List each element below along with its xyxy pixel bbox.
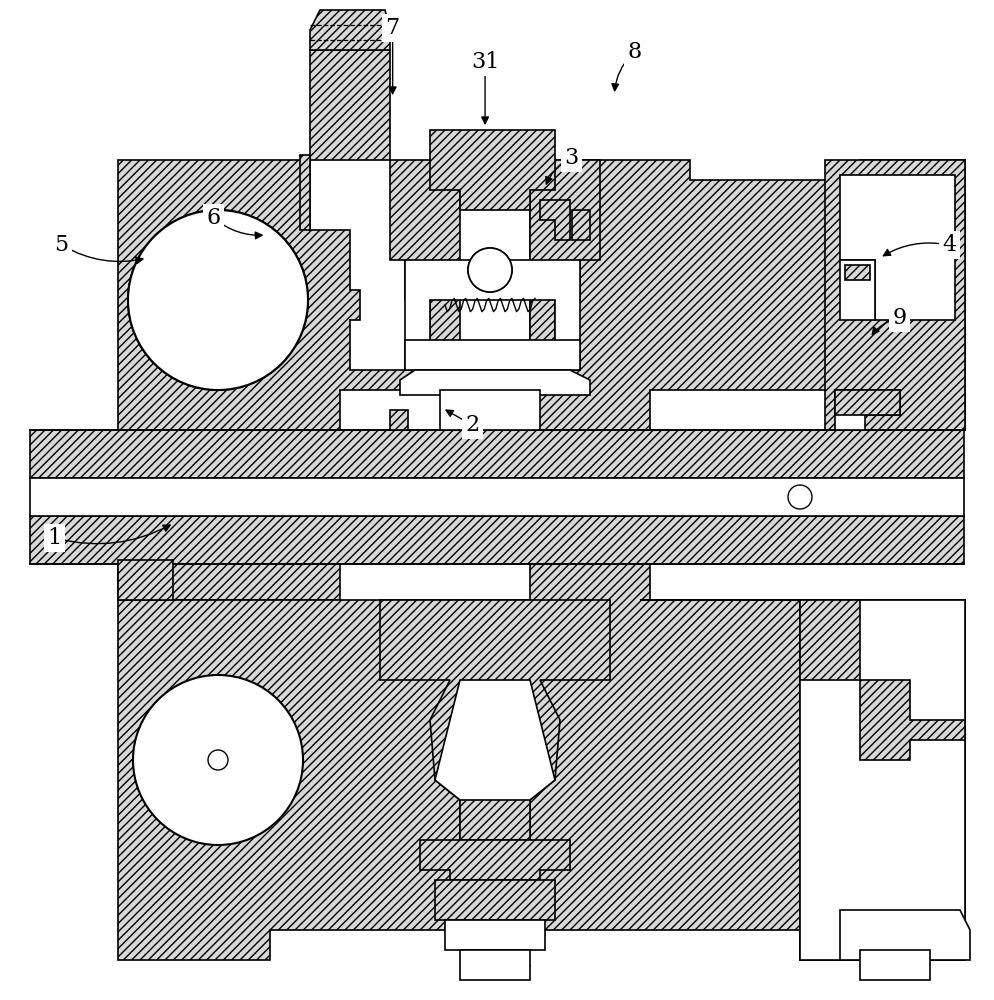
Circle shape [128,210,308,390]
Polygon shape [800,600,965,960]
Polygon shape [310,50,390,160]
Polygon shape [572,210,590,240]
Circle shape [133,675,303,845]
Polygon shape [825,160,965,430]
Text: 4: 4 [942,234,956,256]
Polygon shape [640,600,965,960]
Circle shape [788,485,812,509]
Polygon shape [405,260,580,370]
Polygon shape [840,175,955,320]
Text: 9: 9 [893,307,907,329]
Polygon shape [118,160,478,430]
Text: 6: 6 [207,207,221,229]
Bar [390,410,408,430]
Polygon shape [800,600,860,680]
Polygon shape [118,564,340,600]
Text: 1: 1 [48,527,62,549]
Polygon shape [430,130,555,210]
Text: 7: 7 [386,17,400,39]
Polygon shape [118,600,460,960]
Polygon shape [530,564,965,960]
Bar [835,390,900,415]
Text: 2: 2 [465,414,479,436]
Bar [118,560,173,600]
Polygon shape [310,10,390,50]
Circle shape [468,248,512,292]
Text: 8: 8 [627,41,641,63]
Circle shape [208,750,228,770]
Circle shape [468,248,512,292]
Polygon shape [835,390,900,430]
Bar [30,478,964,516]
Bar [840,260,875,320]
Polygon shape [390,160,460,370]
Polygon shape [530,160,965,430]
Polygon shape [530,160,600,370]
Bar [435,880,555,920]
Text: 31: 31 [471,51,499,73]
Bar [30,430,964,478]
Polygon shape [300,155,310,230]
Polygon shape [405,340,580,370]
Polygon shape [440,390,540,430]
Polygon shape [380,600,610,840]
Circle shape [128,210,308,390]
Polygon shape [435,680,555,800]
Text: 3: 3 [565,147,579,169]
Polygon shape [420,840,570,880]
Bar [445,920,545,950]
Polygon shape [400,370,590,395]
Polygon shape [840,910,970,960]
Text: 5: 5 [55,234,69,256]
Bar [460,950,530,980]
Polygon shape [860,950,930,980]
Polygon shape [540,200,570,240]
Bar [845,265,870,280]
Polygon shape [460,600,530,930]
Bar [30,516,964,564]
